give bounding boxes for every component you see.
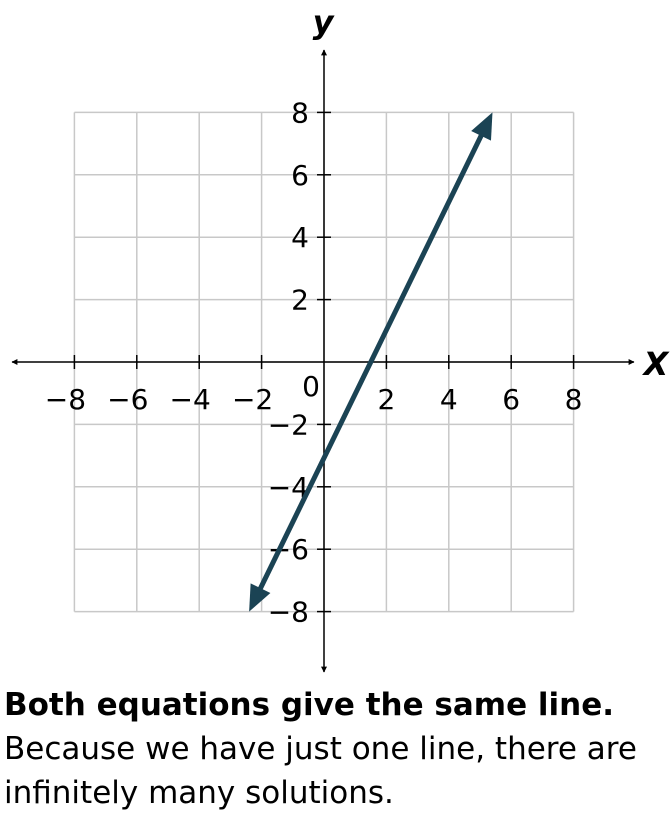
y-tick-label: −8 (268, 596, 309, 629)
x-axis-label: X (642, 345, 670, 383)
y-tick-label: 8 (291, 96, 309, 129)
caption: Both equations give the same line. Becau… (4, 683, 668, 815)
x-tick-label: −6 (107, 383, 148, 416)
y-tick-label: −2 (268, 408, 309, 441)
caption-heading: Both equations give the same line. (4, 687, 615, 723)
x-tick-label: −2 (232, 383, 273, 416)
line-arrowhead-end (471, 112, 493, 141)
y-tick-label: 2 (291, 284, 309, 317)
caption-text: Because we have just one line, there are… (4, 731, 637, 811)
y-tick-label: 4 (291, 221, 309, 254)
series-layer (249, 112, 493, 612)
x-tick-label: −8 (45, 383, 86, 416)
x-tick-label: −4 (170, 383, 211, 416)
axes (11, 49, 635, 673)
x-tick-label: 4 (440, 383, 458, 416)
x-tick-label: 8 (565, 383, 583, 416)
origin-label: 0 (302, 370, 320, 403)
solution-line (255, 130, 486, 594)
y-tick-label: 6 (291, 159, 309, 192)
x-tick-label: 2 (377, 383, 395, 416)
y-axis-label: y (313, 3, 335, 41)
x-tick-label: 6 (502, 383, 520, 416)
line-arrowhead-start (249, 583, 271, 612)
